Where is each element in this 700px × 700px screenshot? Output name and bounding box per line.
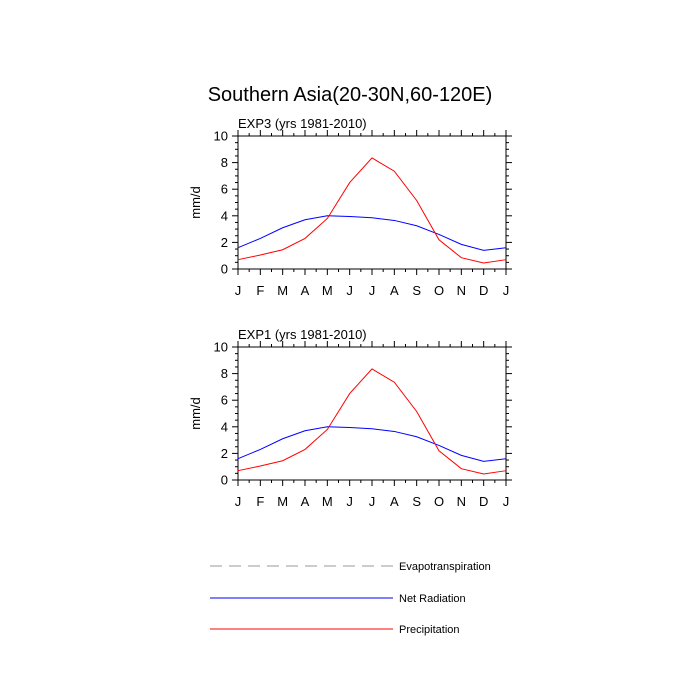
chart-title: Southern Asia(20-30N,60-120E)	[208, 84, 493, 106]
x-tick-label: J	[235, 283, 242, 298]
x-tick-label: N	[457, 283, 466, 298]
x-tick-label: J	[235, 494, 242, 509]
y-tick-label: 8	[221, 155, 228, 170]
panel-title: EXP1 (yrs 1981-2010)	[238, 327, 367, 342]
x-tick-label: N	[457, 494, 466, 509]
x-tick-label: J	[369, 283, 376, 298]
y-tick-label: 6	[221, 393, 228, 408]
series-lines	[237, 157, 507, 264]
x-tick-label: D	[479, 494, 488, 509]
y-tick-label: 8	[221, 366, 228, 381]
panel-exp1: EXP1 (yrs 1981-2010) mm/d J F M A M J J A S O N D J0…	[188, 327, 512, 509]
x-tick-label: J	[346, 494, 353, 509]
y-tick-label: 0	[221, 262, 228, 277]
legend-label-precipitation: Precipitation	[399, 624, 460, 636]
x-tick-label: M	[277, 283, 288, 298]
x-tick-label: J	[503, 283, 510, 298]
y-axis-label: mm/d	[188, 186, 203, 219]
x-tick-label: D	[479, 283, 488, 298]
y-tick-label: 2	[221, 235, 228, 250]
x-tick-label: J	[503, 494, 510, 509]
x-tick-label: J	[346, 283, 353, 298]
x-tick-label: J	[369, 494, 376, 509]
x-tick-label: S	[412, 283, 421, 298]
panel-exp3: EXP3 (yrs 1981-2010) mm/d J F M A M J J A S O N D J0…	[188, 116, 512, 298]
y-axis-label: mm/d	[188, 397, 203, 430]
x-tick-label: A	[301, 283, 310, 298]
x-tick-label: O	[434, 283, 444, 298]
x-tick-label: M	[277, 494, 288, 509]
legend-label-net-radiation: Net Radiation	[399, 593, 466, 605]
y-tick-label: 6	[221, 182, 228, 197]
x-tick-label: M	[322, 494, 333, 509]
y-tick-label: 4	[221, 208, 228, 223]
series-net-radiation-line	[237, 215, 507, 251]
x-tick-label: M	[322, 283, 333, 298]
series-precipitation-line	[237, 157, 507, 264]
x-tick-label: F	[256, 283, 264, 298]
panel-title: EXP3 (yrs 1981-2010)	[238, 116, 367, 131]
y-tick-label: 10	[214, 340, 228, 355]
legend-label-evapotranspiration: Evapotranspiration	[399, 561, 491, 573]
y-tick-label: 0	[221, 473, 228, 488]
y-tick-label: 2	[221, 446, 228, 461]
x-tick-label: A	[301, 494, 310, 509]
plot-frame	[237, 346, 507, 481]
plot-frame	[237, 135, 507, 270]
y-tick-label: 10	[214, 129, 228, 144]
x-tick-label: S	[412, 494, 421, 509]
series-precipitation-line	[237, 368, 507, 475]
y-tick-label: 4	[221, 419, 228, 434]
legend: Evapotranspiration Net Radiation Precipi…	[210, 561, 491, 636]
x-tick-label: O	[434, 494, 444, 509]
x-tick-label: A	[390, 283, 399, 298]
series-net-radiation-line	[237, 426, 507, 462]
x-tick-label: A	[390, 494, 399, 509]
x-tick-label: F	[256, 494, 264, 509]
series-lines	[237, 368, 507, 475]
